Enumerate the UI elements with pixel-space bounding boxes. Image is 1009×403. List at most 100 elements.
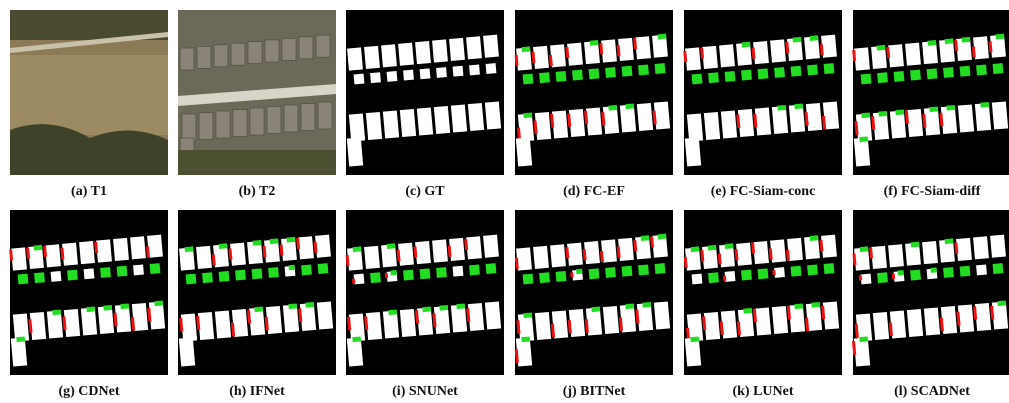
- building: [753, 41, 769, 64]
- building: [370, 72, 381, 83]
- building: [51, 271, 62, 282]
- missed-building: [436, 267, 447, 278]
- false-negative: [897, 270, 903, 276]
- missed-building: [638, 264, 649, 275]
- roof: [214, 45, 228, 67]
- missed-building: [993, 63, 1004, 74]
- missed-building: [34, 272, 45, 283]
- missed-building: [186, 274, 197, 285]
- false-negative: [794, 103, 803, 109]
- roof: [282, 38, 296, 60]
- missed-building: [655, 63, 666, 74]
- false-negative: [288, 303, 297, 309]
- field: [10, 55, 168, 135]
- roof: [231, 43, 245, 65]
- missed-building: [18, 274, 29, 285]
- building: [400, 309, 416, 337]
- missed-building: [403, 270, 414, 281]
- building: [84, 268, 95, 279]
- building: [586, 107, 602, 135]
- caption: (k) LUNet: [732, 384, 793, 399]
- building: [685, 47, 701, 70]
- missed-building: [791, 66, 802, 77]
- caption: (l) SCADNet: [894, 384, 970, 399]
- mask-bg: [515, 10, 673, 175]
- building: [113, 238, 129, 261]
- building: [62, 243, 78, 266]
- building: [449, 238, 465, 261]
- false-negative: [658, 34, 667, 40]
- missed-building: [758, 268, 769, 279]
- building: [535, 312, 551, 340]
- building: [888, 244, 904, 267]
- building: [958, 304, 974, 332]
- false-negative: [641, 235, 650, 241]
- roof: [316, 35, 330, 57]
- building: [567, 243, 583, 266]
- building: [387, 71, 398, 82]
- building: [366, 112, 382, 140]
- tree-band: [178, 150, 336, 175]
- false-negative: [794, 303, 803, 309]
- building: [770, 39, 786, 62]
- building: [485, 301, 501, 329]
- missed-building: [910, 70, 921, 81]
- building: [298, 236, 314, 259]
- false-negative: [742, 42, 751, 48]
- false-negative: [911, 242, 920, 248]
- building: [11, 247, 27, 270]
- missed-building: [824, 63, 835, 74]
- building: [907, 109, 923, 137]
- missed-building: [268, 267, 279, 278]
- roof: [233, 110, 247, 137]
- missed-building: [960, 66, 971, 77]
- panel: [178, 210, 336, 375]
- false-negative: [219, 243, 228, 249]
- building: [975, 303, 991, 331]
- building: [215, 310, 231, 338]
- missed-building: [774, 67, 785, 78]
- panel: [9, 210, 168, 375]
- building: [772, 306, 788, 334]
- false-negative: [253, 240, 262, 246]
- missed-building: [556, 71, 567, 82]
- building: [432, 39, 448, 62]
- false-negative: [642, 302, 651, 308]
- false-positive: [570, 272, 573, 277]
- missed-building: [589, 268, 600, 279]
- missed-building: [605, 67, 616, 78]
- building: [654, 301, 670, 329]
- building: [30, 312, 46, 340]
- building: [736, 243, 752, 266]
- missed-building: [67, 270, 78, 281]
- false-positive: [723, 276, 726, 281]
- missed-building: [655, 263, 666, 274]
- building: [550, 244, 566, 267]
- building: [584, 241, 600, 264]
- false-negative: [691, 246, 700, 252]
- missed-building: [539, 272, 550, 283]
- missed-building: [523, 74, 534, 85]
- missed-building: [589, 68, 600, 79]
- building: [719, 44, 735, 67]
- missed-building: [252, 268, 263, 279]
- missed-building: [638, 64, 649, 75]
- false-negative: [811, 302, 820, 308]
- building: [992, 101, 1008, 129]
- building: [956, 238, 972, 261]
- roof: [216, 111, 230, 138]
- caption: (a) T1: [71, 184, 107, 199]
- false-negative: [422, 306, 431, 312]
- building: [535, 112, 551, 140]
- missed-building: [219, 271, 230, 282]
- building: [755, 307, 771, 335]
- building: [347, 47, 363, 70]
- building: [958, 104, 974, 132]
- mask-bg: [346, 210, 504, 375]
- building: [806, 103, 822, 131]
- building: [685, 137, 701, 166]
- false-negative: [810, 235, 819, 241]
- building: [133, 264, 144, 275]
- missed-building: [117, 266, 128, 277]
- missed-building: [741, 270, 752, 281]
